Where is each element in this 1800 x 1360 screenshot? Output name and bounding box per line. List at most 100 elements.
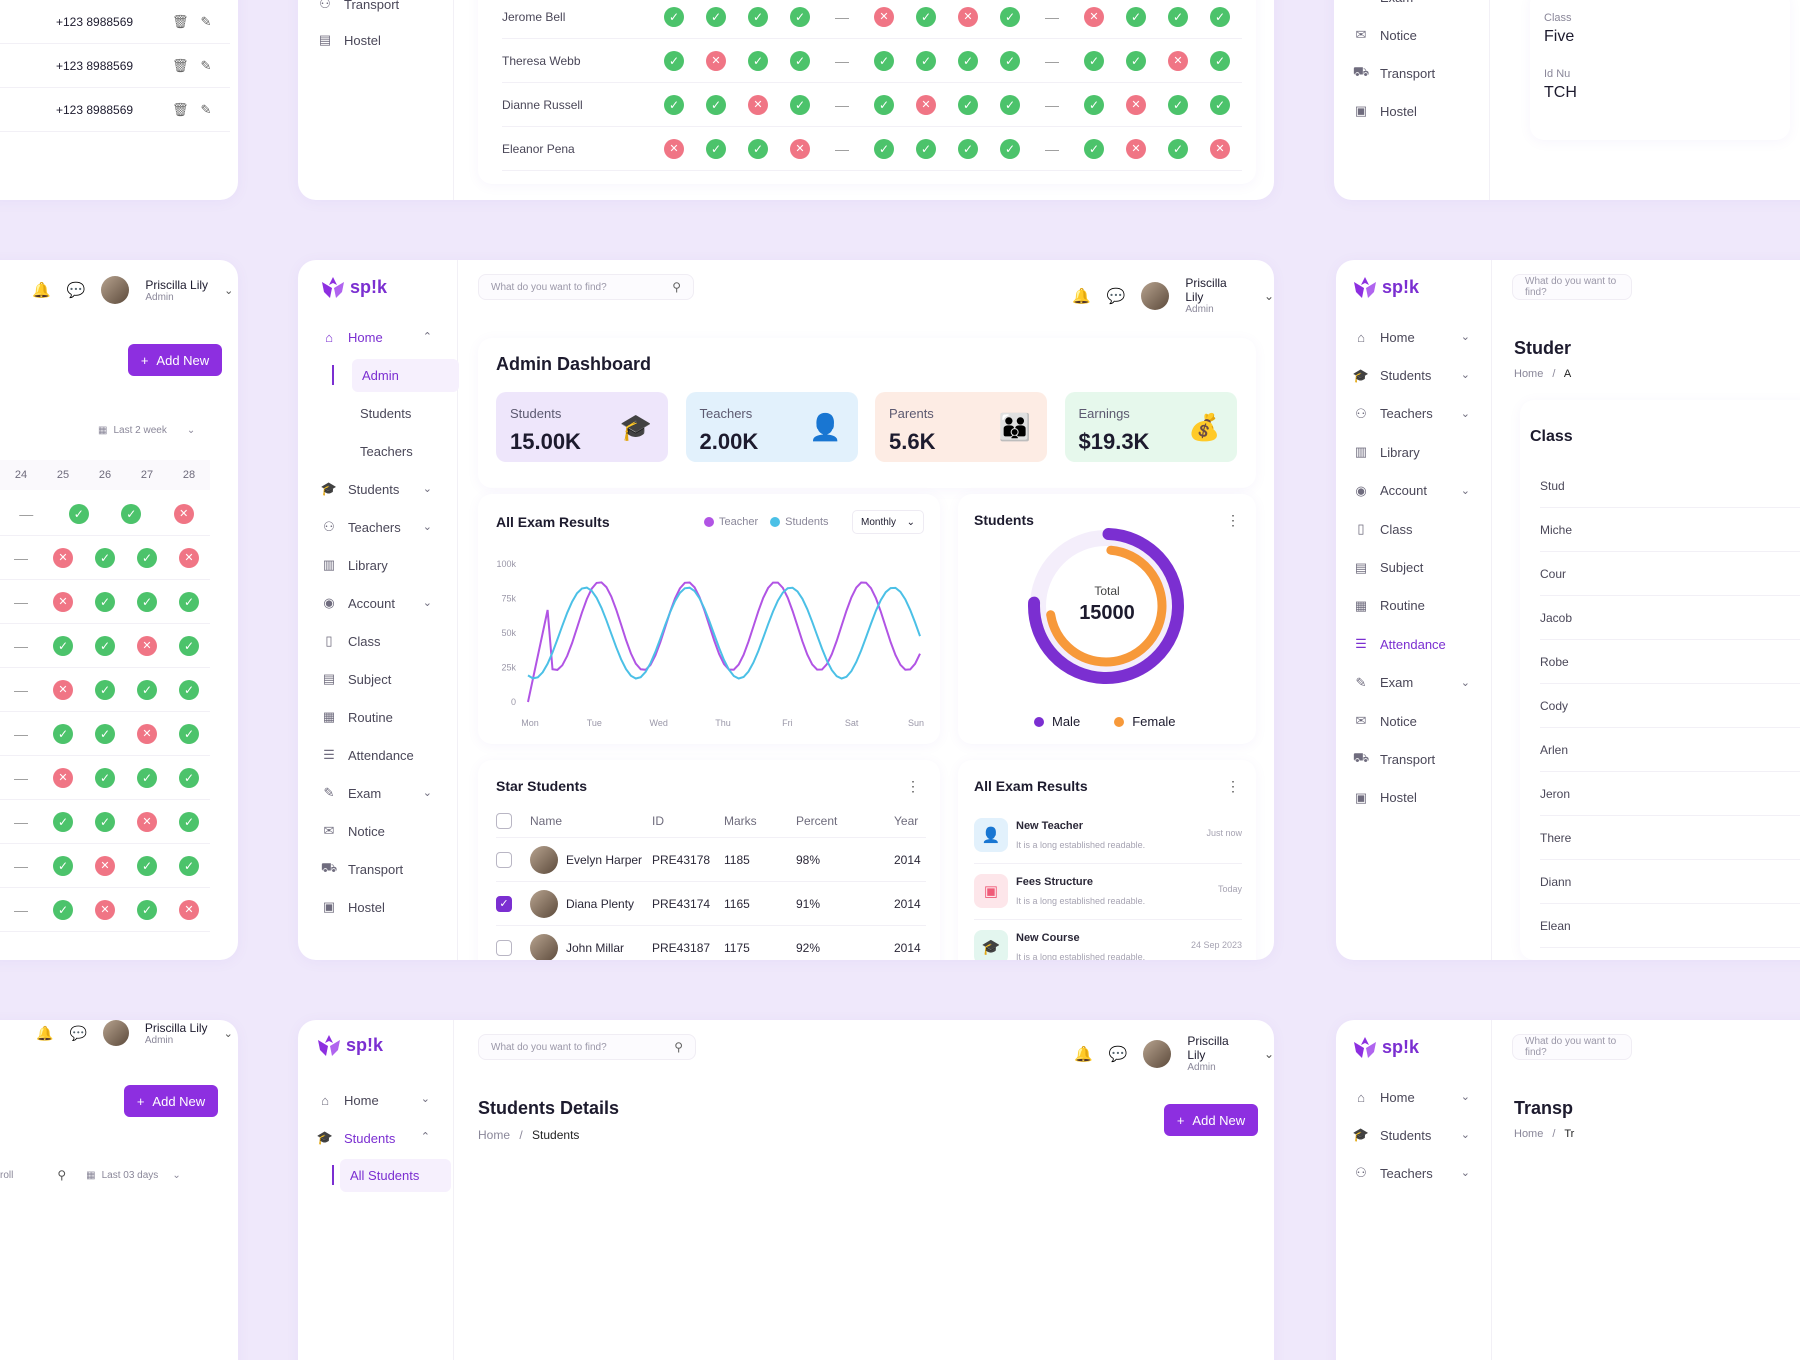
chat-icon[interactable]: 💬 bbox=[1108, 1045, 1128, 1063]
sidebar-sub-students[interactable]: Students bbox=[298, 394, 458, 432]
sidebar-sub-admin[interactable]: Admin bbox=[298, 356, 459, 394]
column-header[interactable]: Marks bbox=[724, 814, 757, 828]
search-bar[interactable]: What do you want to find? ⚲ bbox=[478, 1034, 696, 1060]
sidebar-item-subject[interactable]: ▤ Subject bbox=[1336, 548, 1492, 586]
table-row[interactable]: John Millar PRE43187 1175 92% 2014 bbox=[496, 926, 926, 960]
avatar[interactable] bbox=[101, 276, 130, 304]
search-icon[interactable]: ⚲ bbox=[674, 1040, 683, 1054]
stat-card-teachers[interactable]: Teachers 2.00K 👤 bbox=[685, 392, 858, 462]
add-new-button[interactable]: + Add New bbox=[128, 344, 222, 376]
sidebar-item-attendance[interactable]: ☰ Attendance bbox=[1336, 625, 1492, 663]
sidebar-item-exam[interactable]: ✎ Exam ⌄ bbox=[1336, 664, 1492, 702]
row-checkbox[interactable] bbox=[496, 852, 512, 868]
column-header[interactable]: ID bbox=[652, 814, 664, 828]
sidebar-item-subject[interactable]: ▤ Subject bbox=[298, 660, 458, 698]
trash-icon[interactable]: 🗑 bbox=[172, 13, 189, 29]
sidebar-item-account[interactable]: ◉ Account ⌄ bbox=[298, 584, 458, 622]
search-bar[interactable]: What do you want to find? ⚲ bbox=[478, 274, 694, 300]
row-checkbox[interactable] bbox=[496, 940, 512, 956]
search-icon[interactable]: ⚲ bbox=[57, 1168, 67, 1182]
chevron-down-icon[interactable]: ⌄ bbox=[223, 1027, 233, 1040]
period-select[interactable]: Monthly ⌄ bbox=[852, 510, 924, 534]
sidebar-item-home[interactable]: ⌂ Home ⌄ bbox=[1336, 1078, 1492, 1116]
crumb-home[interactable]: Home bbox=[1514, 1128, 1544, 1140]
avatar[interactable] bbox=[1141, 281, 1170, 310]
sidebar-item-home[interactable]: ⌂ Home ⌄ bbox=[298, 1078, 454, 1122]
bell-icon[interactable]: 🔔 bbox=[1072, 287, 1091, 305]
top-nav-hostel[interactable]: ▤ Hostel bbox=[298, 18, 454, 62]
sidebar-item-home[interactable]: ⌂ Home ⌃ bbox=[298, 318, 458, 356]
chevron-down-icon[interactable]: ⌄ bbox=[1263, 288, 1274, 303]
range-select[interactable]: ▦ Last 2 week ⌄ bbox=[98, 425, 195, 436]
search-input[interactable]: What do you want to find? bbox=[491, 1041, 607, 1053]
bell-icon[interactable]: 🔔 bbox=[32, 282, 51, 299]
brand-logo[interactable]: sp!k bbox=[1352, 1034, 1419, 1060]
list-item[interactable]: 👤 New Teacher It is a long established rea… bbox=[974, 808, 1242, 864]
avatar[interactable] bbox=[1143, 1039, 1172, 1068]
search-input[interactable]: What do you want to find? bbox=[1525, 276, 1617, 298]
range-label[interactable]: Last 03 days bbox=[101, 1169, 159, 1181]
search-input[interactable]: What do you want to find? bbox=[491, 281, 607, 293]
trash-icon[interactable]: 🗑 bbox=[172, 101, 189, 117]
search-input[interactable]: What do you want to find? bbox=[1525, 1036, 1617, 1058]
sidebar-item-transport[interactable]: ⛟ Transport bbox=[298, 850, 458, 888]
top-nav-transport[interactable]: ⚇ Transport bbox=[298, 0, 454, 26]
sidebar-item-exam[interactable]: ✎ Exam ⌄ bbox=[298, 774, 458, 812]
select-all-checkbox[interactable] bbox=[496, 813, 512, 829]
column-header[interactable]: Year bbox=[894, 814, 919, 828]
list-item[interactable]: 🎓 New Course It is a long established read… bbox=[974, 920, 1242, 960]
sidebar-item-students[interactable]: 🎓 Students ⌃ bbox=[298, 1116, 454, 1160]
sidebar-item-teachers[interactable]: ⚇ Teachers ⌄ bbox=[298, 508, 458, 546]
sidebar-item-class[interactable]: ▯ Class bbox=[1336, 510, 1492, 548]
sidebar-item-hostel[interactable]: ▣ Hostel bbox=[1334, 92, 1490, 130]
sidebar-sub-teachers[interactable]: Teachers bbox=[298, 432, 458, 470]
edit-icon[interactable]: ✎ bbox=[200, 101, 212, 117]
sidebar-item-hostel[interactable]: ▣ Hostel bbox=[298, 888, 458, 926]
sidebar-item-home[interactable]: ⌂ Home ⌄ bbox=[1336, 318, 1492, 356]
search-bar[interactable]: What do you want to find? bbox=[1512, 274, 1632, 300]
stat-card-parents[interactable]: Parents 5.6K 👪 bbox=[875, 392, 1047, 462]
more-icon[interactable]: ⋮ bbox=[906, 778, 920, 794]
sidebar-item-teachers[interactable]: ⚇ Teachers ⌄ bbox=[1336, 1154, 1492, 1192]
sidebar-item-students[interactable]: 🎓 Students ⌄ bbox=[1336, 1116, 1492, 1154]
roll-input[interactable]: roll bbox=[0, 1169, 14, 1181]
more-icon[interactable]: ⋮ bbox=[1226, 512, 1240, 528]
table-row[interactable]: ✓ Diana Plenty PRE43174 1165 91% 2014 bbox=[496, 882, 926, 926]
sidebar-item-attendance[interactable]: ☰ Attendance bbox=[298, 736, 458, 774]
list-item[interactable]: ▣ Fees Structure It is a long established … bbox=[974, 864, 1242, 920]
sidebar-item-class[interactable]: ▯ Class bbox=[298, 622, 458, 660]
stat-card-students[interactable]: Students 15.00K 🎓 bbox=[496, 392, 668, 462]
edit-icon[interactable]: ✎ bbox=[200, 57, 212, 73]
sidebar-item-routine[interactable]: ▦ Routine bbox=[1336, 587, 1492, 625]
sidebar-item-transport[interactable]: ⛟ Transport bbox=[1336, 740, 1492, 778]
sidebar-item-students[interactable]: 🎓 Students ⌄ bbox=[298, 470, 458, 508]
sidebar-item-library[interactable]: ▥ Library bbox=[1336, 433, 1492, 471]
row-checkbox[interactable]: ✓ bbox=[496, 896, 512, 912]
sidebar-item-routine[interactable]: ▦ Routine bbox=[298, 698, 458, 736]
bell-icon[interactable]: 🔔 bbox=[1074, 1045, 1093, 1063]
chat-icon[interactable]: 💬 bbox=[1106, 287, 1126, 305]
sidebar-sub-all-students[interactable]: All Students bbox=[298, 1156, 454, 1194]
sidebar-item-account[interactable]: ◉ Account ⌄ bbox=[1336, 472, 1492, 510]
add-new-button[interactable]: + Add New bbox=[124, 1085, 218, 1117]
chevron-down-icon[interactable]: ⌄ bbox=[224, 284, 234, 297]
brand-logo[interactable]: sp!k bbox=[320, 274, 387, 300]
brand-logo[interactable]: sp!k bbox=[1352, 274, 1419, 300]
chevron-down-icon[interactable]: ⌄ bbox=[172, 1169, 181, 1181]
sidebar-item-notice[interactable]: ✉ Notice bbox=[1334, 16, 1490, 54]
search-icon[interactable]: ⚲ bbox=[672, 280, 681, 294]
table-row[interactable]: Evelyn Harper PRE43178 1185 98% 2014 bbox=[496, 838, 926, 882]
sidebar-item-students[interactable]: 🎓 Students ⌄ bbox=[1336, 356, 1492, 394]
sidebar-item-notice[interactable]: ✉ Notice bbox=[1336, 702, 1492, 740]
sidebar-item-hostel[interactable]: ▣ Hostel bbox=[1336, 779, 1492, 817]
stat-card-earnings[interactable]: Earnings $19.3K 💰 bbox=[1064, 392, 1237, 462]
column-header[interactable]: Percent bbox=[796, 814, 838, 828]
column-header[interactable]: Name bbox=[530, 814, 563, 828]
brand-logo[interactable]: sp!k bbox=[316, 1032, 383, 1058]
sidebar-item-library[interactable]: ▥ Library bbox=[298, 546, 458, 584]
chevron-down-icon[interactable]: ⌄ bbox=[1263, 1046, 1274, 1061]
trash-icon[interactable]: 🗑 bbox=[172, 57, 189, 73]
crumb-home[interactable]: Home bbox=[478, 1128, 511, 1142]
sidebar-item-teachers[interactable]: ⚇ Teachers ⌄ bbox=[1336, 395, 1492, 433]
chat-icon[interactable]: 💬 bbox=[66, 282, 86, 299]
